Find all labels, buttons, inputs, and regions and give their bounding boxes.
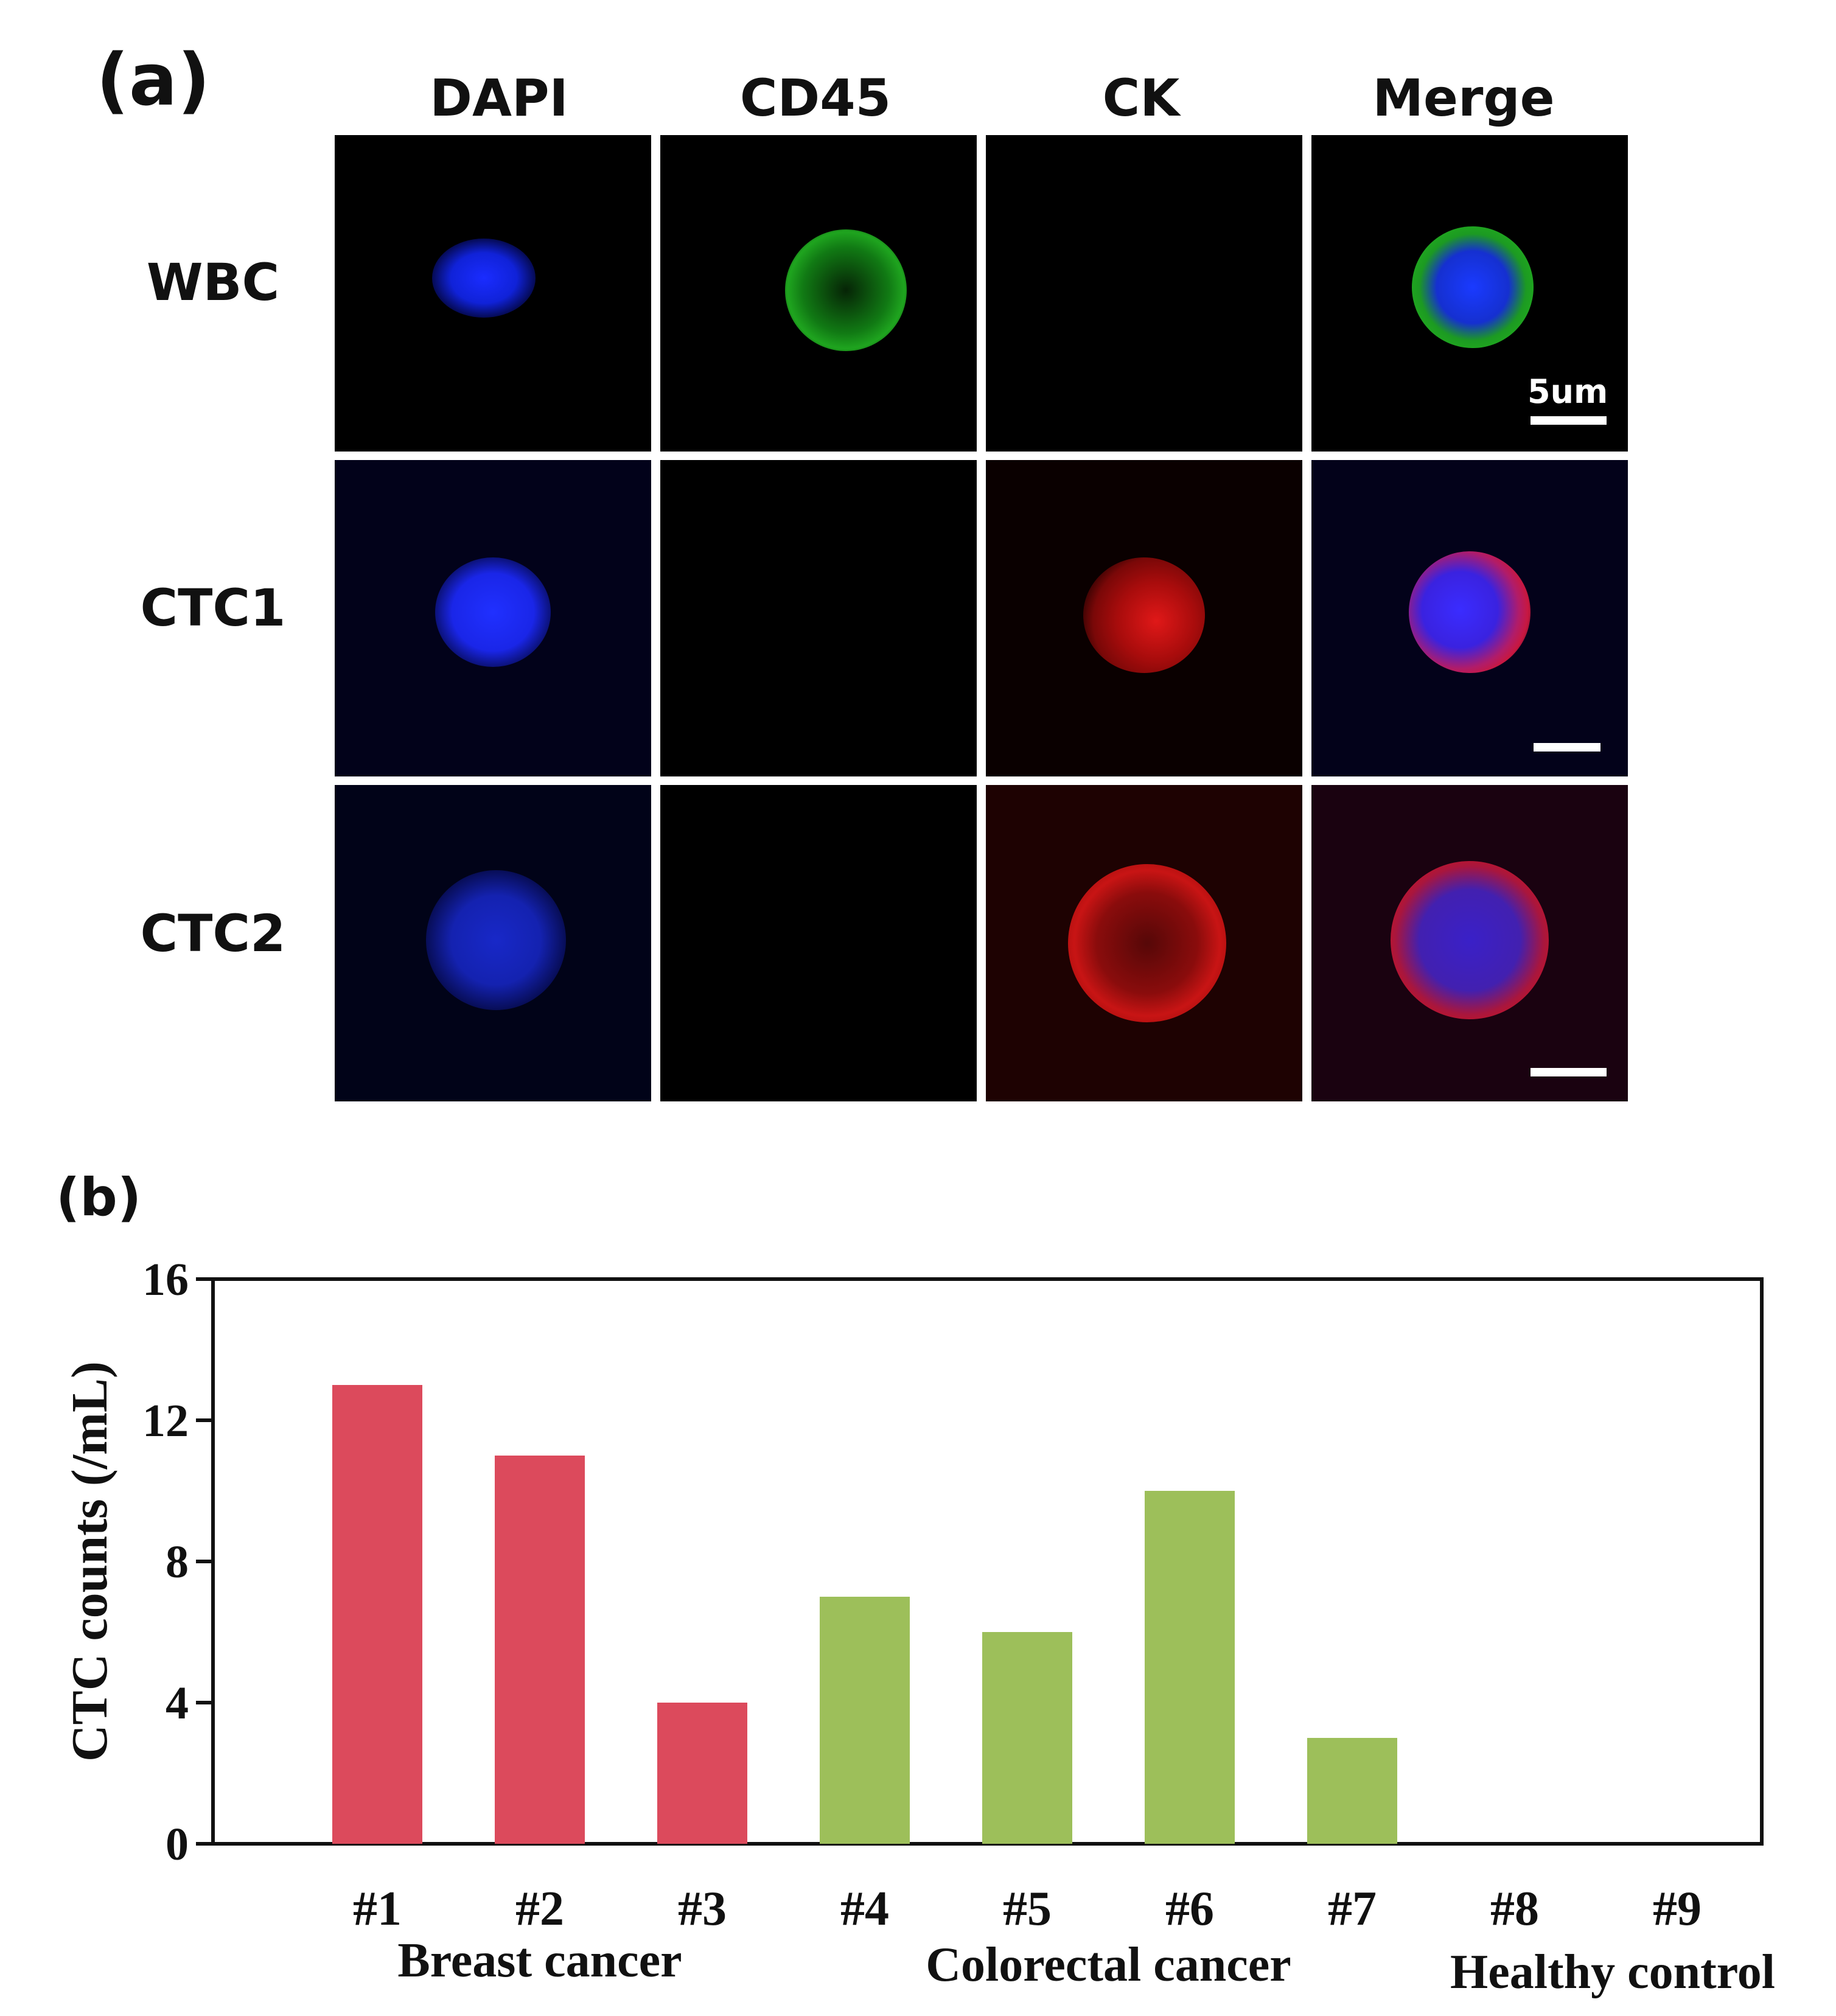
- x-tick-label: #4: [840, 1882, 889, 1936]
- y-axis-title: CTC counts (/mL): [61, 1361, 118, 1762]
- y-tick-label: 4: [166, 1678, 189, 1729]
- column-header-merge: Merge: [1372, 68, 1555, 128]
- y-tick-label: 0: [166, 1819, 189, 1870]
- micrograph-ctc1-cd45: [660, 460, 977, 776]
- row-header-ctc1: CTC1: [140, 578, 286, 638]
- x-tick-label: #6: [1165, 1882, 1214, 1936]
- scale-bar: [1531, 416, 1607, 425]
- bar: [1307, 1738, 1397, 1844]
- bar: [332, 1385, 422, 1844]
- x-axis: #1 #2 #3 #4 #5 #6 #7 #8 #9: [353, 1882, 1702, 1936]
- micrograph-wbc-dapi: [335, 135, 651, 452]
- row-header-ctc2: CTC2: [140, 904, 286, 963]
- bar: [495, 1456, 585, 1844]
- scale-bar: [1534, 743, 1600, 752]
- bar: [982, 1632, 1072, 1844]
- bar: [820, 1597, 910, 1844]
- micrograph-ctc2-ck: [986, 785, 1302, 1101]
- micrograph-ctc1-ck: [986, 460, 1302, 776]
- column-header-cd45: CD45: [739, 68, 892, 128]
- micrograph-wbc-cd45: [660, 135, 977, 452]
- micrograph-ctc2-dapi: [335, 785, 651, 1101]
- bar: [657, 1703, 747, 1844]
- y-tick-label: 12: [142, 1395, 189, 1446]
- micrograph-wbc-ck: [986, 135, 1302, 452]
- group-label: Healthy control: [1450, 1945, 1775, 1999]
- column-header-ck: CK: [1102, 68, 1180, 128]
- y-tick-label: 16: [142, 1254, 189, 1305]
- bar: [1145, 1491, 1235, 1844]
- bars: [332, 1385, 1397, 1844]
- x-tick-label: #8: [1490, 1882, 1539, 1936]
- x-tick-label: #1: [353, 1882, 402, 1936]
- panel-b-label: (b): [56, 1167, 142, 1228]
- micrograph-ctc1-dapi: [335, 460, 651, 776]
- column-header-dapi: DAPI: [430, 68, 568, 128]
- group-label: Colorectal cancer: [926, 1938, 1291, 1992]
- x-tick-label: #7: [1328, 1882, 1377, 1936]
- group-labels: Breast cancer Colorectal cancer Healthy co…: [397, 1934, 1775, 1999]
- x-tick-label: #3: [678, 1882, 727, 1936]
- x-tick-label: #9: [1653, 1882, 1702, 1936]
- micrograph-ctc2-cd45: [660, 785, 977, 1101]
- x-tick-label: #5: [1003, 1882, 1052, 1936]
- scale-bar-label: 5um: [1527, 372, 1608, 411]
- micrograph-ctc2-merge: [1311, 785, 1628, 1101]
- panel-a-label: (a): [96, 38, 211, 122]
- x-tick-label: #2: [515, 1882, 564, 1936]
- y-axis: 0 4 8 12 16: [142, 1254, 213, 1870]
- micrograph-wbc-merge: 5um: [1311, 135, 1628, 452]
- y-tick-label: 8: [166, 1536, 189, 1588]
- bar-chart: 0 4 8 12 16 #1 #2 #3 #4 #5 #6 #7 #8 #9 Breast cancer…: [61, 1254, 1775, 1999]
- group-label: Breast cancer: [397, 1934, 682, 1987]
- micrograph-ctc1-merge: [1311, 460, 1628, 776]
- scale-bar: [1531, 1068, 1607, 1076]
- row-header-wbc: WBC: [146, 253, 280, 312]
